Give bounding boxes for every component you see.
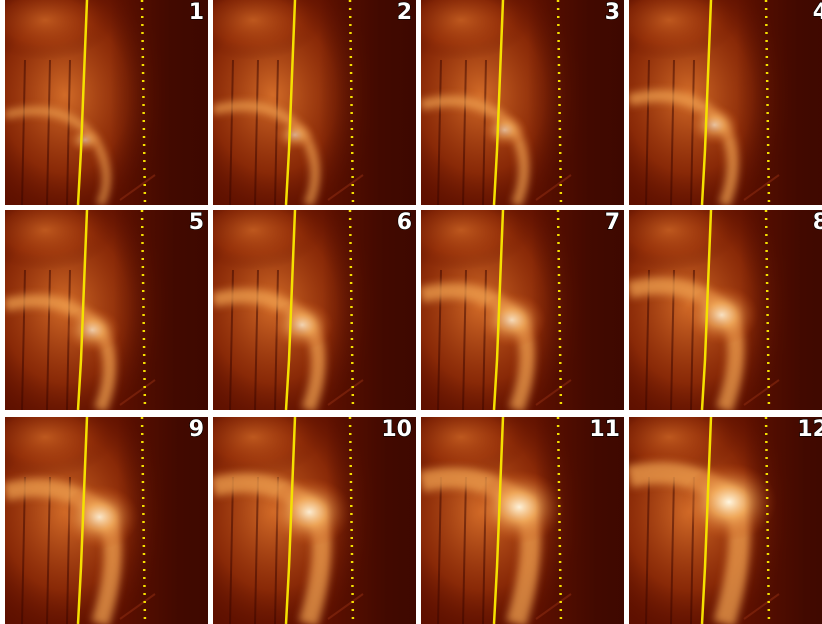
frame-label: 7 bbox=[605, 210, 620, 235]
frame-label: 2 bbox=[397, 0, 412, 25]
frame-label: 9 bbox=[189, 417, 204, 442]
dark-region bbox=[744, 417, 822, 624]
dark-region bbox=[737, 0, 822, 205]
frame-label: 12 bbox=[797, 417, 822, 442]
hot-spot bbox=[481, 111, 528, 148]
frame-label: 10 bbox=[381, 417, 412, 442]
hot-spot bbox=[67, 126, 103, 154]
frame-label: 3 bbox=[605, 0, 620, 25]
frame-grid: 123456789101112 bbox=[0, 0, 822, 624]
frame-label: 6 bbox=[397, 210, 412, 235]
frame-label: 1 bbox=[189, 0, 204, 25]
frame-label: 8 bbox=[813, 210, 822, 235]
hot-spot bbox=[63, 307, 121, 353]
frame-label: 4 bbox=[813, 0, 822, 25]
hot-spot bbox=[274, 119, 315, 152]
dark-region bbox=[740, 210, 822, 410]
frame-label: 5 bbox=[189, 210, 204, 235]
hot-spot bbox=[688, 104, 740, 146]
frame-label: 11 bbox=[589, 417, 620, 442]
